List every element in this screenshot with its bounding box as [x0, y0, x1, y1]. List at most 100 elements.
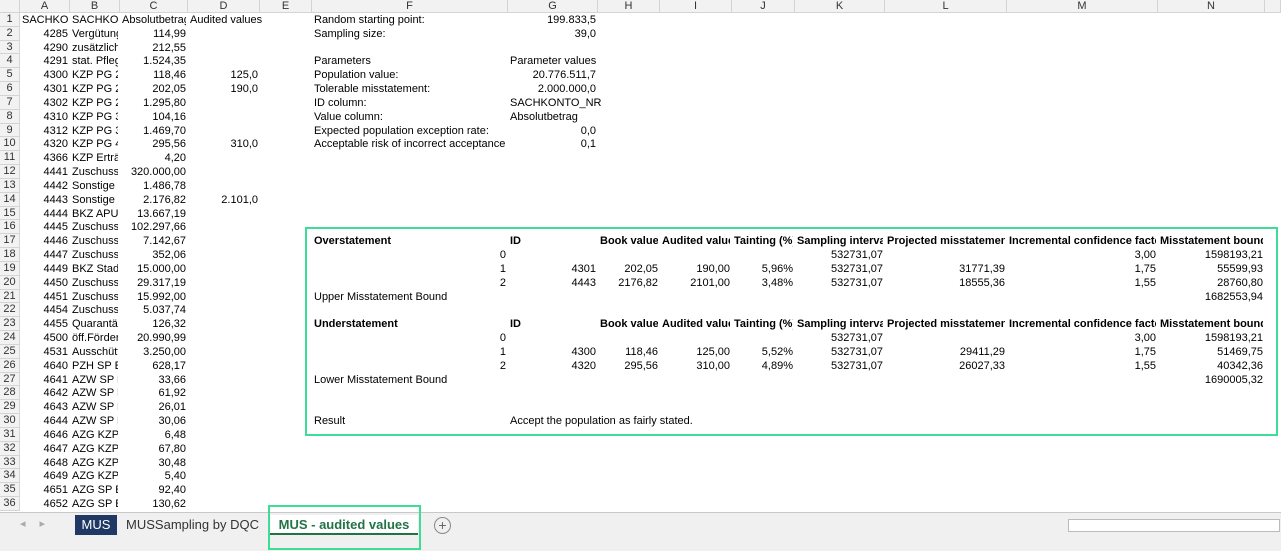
row-header[interactable]: 16 — [0, 220, 20, 235]
cell: Audited value — [662, 318, 730, 331]
row-header[interactable]: 34 — [0, 469, 20, 484]
row-header[interactable]: 22 — [0, 303, 20, 318]
row-header[interactable]: 1 — [0, 13, 20, 27]
active-tab-highlight — [268, 505, 421, 550]
row-header[interactable]: 10 — [0, 137, 20, 152]
cell: 4320 — [571, 359, 596, 372]
cell: 5,52% — [761, 345, 793, 358]
cell: 1690005,32 — [1204, 373, 1263, 386]
cell: 202,05 — [152, 83, 186, 96]
add-sheet-button[interactable]: + — [434, 517, 451, 534]
column-header[interactable]: M — [1007, 0, 1158, 13]
cell: 532731,07 — [831, 249, 883, 262]
row-header[interactable]: 4 — [0, 54, 20, 69]
row-header[interactable]: 9 — [0, 123, 20, 138]
row-header[interactable]: 8 — [0, 109, 20, 124]
cell: 5,40 — [164, 470, 186, 483]
cell: 1.524,35 — [143, 55, 186, 68]
horizontal-scrollbar[interactable] — [1068, 519, 1280, 532]
cell: Book value — [600, 235, 658, 248]
row-header[interactable]: 31 — [0, 427, 20, 442]
nav-arrows[interactable]: ◂▸ — [20, 518, 60, 530]
cell: 26,01 — [158, 401, 186, 414]
cell: 4642 — [43, 387, 68, 400]
cell: Sampling interval — [797, 235, 883, 248]
cell: 3.250,00 — [143, 345, 186, 358]
row-header[interactable]: 12 — [0, 165, 20, 179]
cell: 4312 — [43, 124, 68, 137]
sheet-tab[interactable]: MUS - audited values — [270, 515, 418, 535]
cell: 4644 — [43, 415, 68, 428]
row-header[interactable]: 5 — [0, 68, 20, 83]
row-header[interactable]: 21 — [0, 289, 20, 304]
column-header[interactable]: C — [120, 0, 188, 13]
column-header[interactable]: K — [795, 0, 885, 13]
cell: 532731,07 — [831, 359, 883, 372]
row-header[interactable]: 20 — [0, 275, 20, 290]
cell: 4301 — [571, 262, 596, 275]
cell: Sonstige E — [72, 193, 118, 206]
row-header[interactable]: 7 — [0, 95, 20, 110]
row-header[interactable]: 18 — [0, 248, 20, 262]
column-header[interactable]: E — [260, 0, 312, 13]
cell: AZG KZP I — [72, 456, 118, 469]
row-header[interactable]: 2 — [0, 26, 20, 41]
row-header[interactable]: 15 — [0, 206, 20, 221]
column-header[interactable]: J — [732, 0, 795, 13]
row-header[interactable]: 3 — [0, 40, 20, 55]
cell: 4500 — [43, 332, 68, 345]
row-header[interactable]: 32 — [0, 441, 20, 456]
sheet-tab[interactable]: MUS — [75, 515, 117, 535]
cell: 2.000.000,0 — [537, 83, 596, 96]
column-header[interactable]: I — [660, 0, 732, 13]
row-header[interactable]: 23 — [0, 317, 20, 332]
cell: 4301 — [43, 83, 68, 96]
cell: 4445 — [43, 221, 68, 234]
row-header[interactable]: 36 — [0, 497, 20, 511]
row-header[interactable]: 33 — [0, 455, 20, 470]
cell: 4643 — [43, 401, 68, 414]
cell: KZP PG 3 — [72, 124, 118, 137]
column-header[interactable]: D — [188, 0, 260, 13]
row-header[interactable]: 27 — [0, 372, 20, 387]
column-header[interactable]: A — [20, 0, 70, 13]
cell: 1,75 — [1134, 345, 1156, 358]
cell: Result — [314, 415, 346, 428]
cell: 4531 — [43, 345, 68, 358]
row-header[interactable]: 6 — [0, 82, 20, 96]
cell: SACHKONTO_NR — [510, 96, 602, 109]
column-header[interactable]: F — [312, 0, 508, 13]
column-header[interactable]: B — [70, 0, 120, 13]
column-header[interactable]: G — [508, 0, 598, 13]
row-header[interactable]: 26 — [0, 358, 20, 373]
column-header[interactable]: L — [885, 0, 1007, 13]
cell: 5,96% — [761, 262, 793, 275]
cell: 190,0 — [230, 83, 258, 96]
row-header[interactable]: 13 — [0, 178, 20, 193]
row-header[interactable]: 25 — [0, 344, 20, 359]
row-header[interactable]: 11 — [0, 151, 20, 166]
row-header[interactable]: 28 — [0, 386, 20, 401]
cell: 295,56 — [152, 138, 186, 151]
cell: PZH SP Er — [72, 359, 118, 372]
column-header[interactable]: N — [1158, 0, 1265, 13]
cell: 130,62 — [152, 498, 186, 511]
row-header[interactable]: 14 — [0, 192, 20, 207]
cell: 532731,07 — [831, 332, 883, 345]
cell: Misstatement bound — [1160, 235, 1263, 248]
row-header[interactable]: 29 — [0, 400, 20, 415]
row-header[interactable]: 19 — [0, 261, 20, 276]
row-header[interactable]: 17 — [0, 234, 20, 249]
cell: Sampling interval — [797, 318, 883, 331]
column-header[interactable]: H — [598, 0, 660, 13]
cell: AZG SP Er — [72, 498, 118, 511]
cell: 3,00 — [1134, 332, 1156, 345]
cell: Random starting point: — [314, 14, 425, 26]
row-header[interactable]: 24 — [0, 331, 20, 345]
cell: 4290 — [43, 41, 68, 54]
cell: ID — [510, 235, 521, 248]
cell: Zuschuss — [72, 276, 118, 289]
sheet-tab[interactable]: MUSSampling by DQC — [126, 517, 259, 532]
row-header[interactable]: 30 — [0, 414, 20, 428]
row-header[interactable]: 35 — [0, 483, 20, 498]
